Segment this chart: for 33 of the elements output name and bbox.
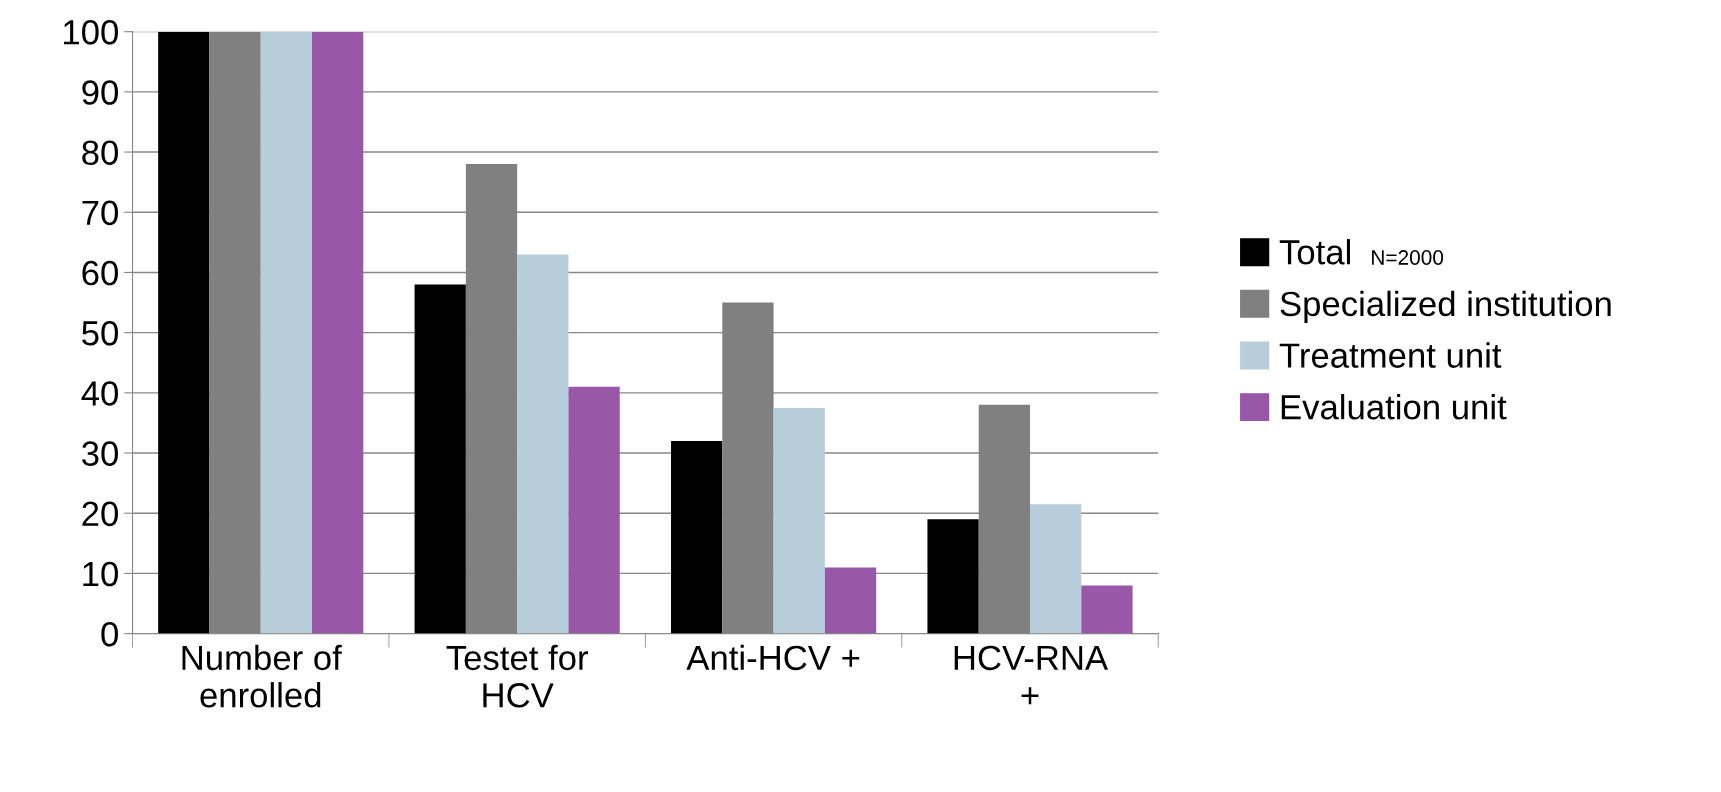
bar bbox=[209, 31, 261, 634]
y-tick-label: 0 bbox=[101, 621, 118, 647]
x-tick-label: Anti-HCV + bbox=[686, 644, 860, 671]
bar bbox=[414, 284, 466, 634]
y-tick-label: 10 bbox=[83, 561, 118, 587]
y-tick-label: 100 bbox=[64, 20, 118, 45]
bar bbox=[1030, 504, 1082, 634]
y-tick-label: 90 bbox=[82, 80, 118, 105]
text: N=2000 bbox=[1372, 250, 1444, 265]
y-tick-label: 60 bbox=[82, 260, 118, 286]
y-tick-label: 50 bbox=[82, 320, 118, 346]
bar bbox=[312, 31, 364, 634]
x-tick-label: HCV-RNA + bbox=[954, 645, 1109, 705]
bar bbox=[517, 254, 569, 634]
legend-label: Specialized institution bbox=[1280, 290, 1611, 324]
bar bbox=[1081, 585, 1133, 634]
legend-label: Evaluation unit bbox=[1281, 394, 1507, 420]
x-tick-label: Number of enrolled bbox=[182, 644, 342, 708]
y-tick-label: 70 bbox=[82, 200, 118, 226]
bar bbox=[671, 440, 723, 634]
y-tick-label: 80 bbox=[82, 140, 118, 165]
legend-label: Treatment unit bbox=[1279, 342, 1502, 368]
bar bbox=[568, 386, 620, 634]
x-tick-label: Testet for HCV bbox=[446, 644, 588, 708]
legend-label: Total bbox=[1279, 239, 1350, 265]
bar bbox=[773, 407, 825, 634]
y-tick-label: 30 bbox=[82, 441, 118, 466]
bar bbox=[158, 31, 210, 634]
bar bbox=[927, 519, 979, 634]
bar bbox=[824, 567, 877, 634]
y-tick-label: 40 bbox=[81, 381, 118, 406]
y-tick-label: 20 bbox=[82, 501, 118, 527]
bar bbox=[260, 31, 313, 634]
